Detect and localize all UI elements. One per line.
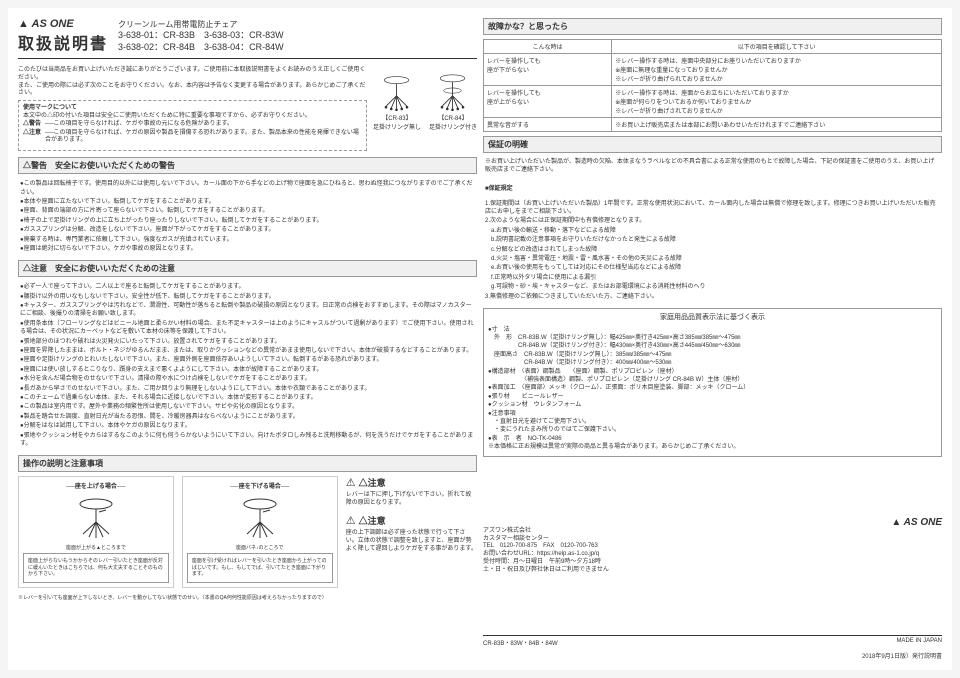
caution-list: ●必ず一人で座って下さい。二人以上で座ると転倒してケガをすることがあります。●腰… [18, 281, 477, 451]
warn-text: ──この項目を守らなければ、ケガや事故の元になる危険があります。 [45, 121, 233, 129]
operation-bottom-note: ※レバーを引いても座面が上下しないとき、レバーを動かしてない状態でのせい。（本書… [18, 594, 477, 601]
footer-logo: ▲ AS ONE [483, 517, 942, 528]
subtitle: クリーンルーム用帯電防止チェア [118, 19, 477, 30]
intro-line1: このたびは当商品をお買い上げいただき誠にありがとうございます。ご使用前に本取扱説… [18, 67, 367, 83]
caution-text: ──この項目を守らなければ、ケガの原因や製品を損傷する恐れがあります。また、製品… [45, 130, 362, 146]
product-codes-2: 3-638-02：CR-84B 3-638-04：CR-84W [118, 42, 477, 54]
op-caution2-label: △注意 [359, 514, 386, 527]
warranty-sec-title: ■保証規定 [483, 181, 942, 194]
warning-list: ●この製品は回転椅子です。使用目的以外には使用しないで下さい。カール面の下から手… [18, 178, 477, 256]
troubleshoot-table: こんな時は以下の項目を確認して下さい レバーを操作しても 座が下がらない※レバー… [483, 39, 942, 132]
doc-title: 取扱説明書 [18, 30, 108, 54]
warning-head: △警告 安全にお使いいただくための警告 [18, 157, 477, 174]
caution-label: △注意 [23, 130, 41, 146]
lower-panel: ──座を下げる場合── 座面バネ↓のところで 座面を引げ受ければレバーを引いたと… [182, 476, 338, 588]
warn-label: △警告 [23, 121, 41, 129]
op-caution1-text: レバーは下に押し下げないで下さい。折れて故障の原因となります。 [346, 492, 477, 508]
footer-left: CR-83B・83W・84B・84W [483, 638, 558, 647]
chair-diagram-84: 【CR-84】 足掛けリング付き [429, 71, 477, 153]
footer-date: 2018年9月1日版）発行説明書 [483, 651, 942, 660]
spec-box: 家庭用品品質表示法に基づく表示 ●寸 法 外 形 CR-83B.W（足掛けリング… [483, 308, 942, 457]
caution-icon: ⚠ [346, 514, 356, 527]
product-codes-1: 3-638-01：CR-83B 3-638-03：CR-83W [118, 30, 477, 42]
mark-text: 本文中の△印の付いた項目は安全にご使用いただくために特に重要な事項ですから、必ず… [23, 113, 362, 121]
mark-title: 使用マークについて [23, 105, 362, 113]
chair-diagram-83: 【CR-83】 足掛けリング無し [373, 71, 421, 153]
warranty-list: 1.保証期間は（お買い上げいただいた製品）1年間です。正常な使用状況において、カ… [483, 198, 942, 304]
footer-right: MADE IN JAPAN [896, 638, 942, 647]
warranty-head: 保証の明確 [483, 136, 942, 153]
troubleshoot-head: 故障かな？と思ったら [483, 18, 942, 35]
caution-icon: ⚠ [346, 476, 356, 489]
logo: ▲ AS ONE [18, 18, 108, 30]
company-info: アズワン株式会社 カスタマー相談センター TEL 0120-700-875 FA… [483, 528, 942, 575]
op-caution1-label: △注意 [359, 476, 386, 489]
caution-head: △注意 安全にお使いいただくための注意 [18, 260, 477, 277]
op-caution2-text: 座の上下調節は必ず座った状態で行って下さい。立体の状態で調整を致しますと、座面が… [346, 530, 477, 553]
warranty-intro: ※お買い上げいただいた製品が、製造時の欠陥、本体まなうラベルなどの不具合書による… [483, 157, 942, 177]
raise-panel: ──座を上げる場合── 座面が上がる▲ところまで 座面上がらないもうかからそのレ… [18, 476, 174, 588]
operation-head: 操作の説明と注意事項 [18, 455, 477, 472]
intro-line2: また、ご使用の際には必ず次のことをお守りください。なお、本内容は予告なく変更する… [18, 83, 367, 99]
